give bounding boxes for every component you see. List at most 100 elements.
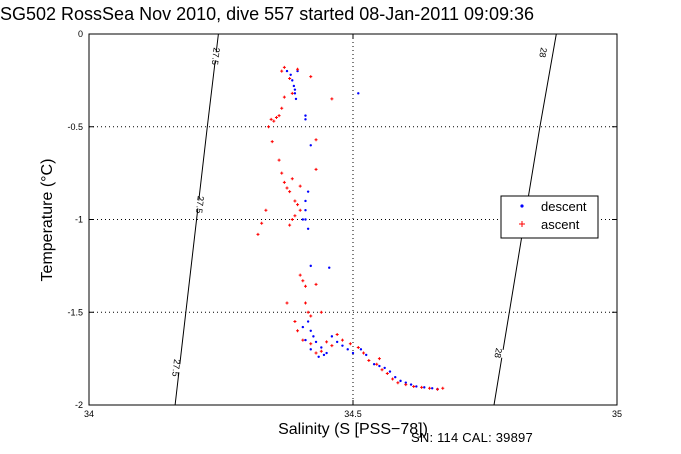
descent-point (304, 338, 307, 342)
ascent-point (441, 386, 445, 390)
ascent-point (277, 114, 281, 118)
descent-point (335, 340, 339, 344)
descent-point (325, 351, 328, 355)
isopycnal-label: 27.5 (170, 359, 182, 378)
descent-point (399, 379, 402, 383)
ascent-point (285, 301, 289, 305)
ascent-point (270, 140, 274, 144)
isopycnal-lines: 27.5 27.5 27.5 28 28 (166, 33, 557, 406)
descent-point (294, 97, 298, 101)
ascent-point (404, 383, 408, 387)
ascent-point (298, 184, 302, 188)
ascent-point (325, 340, 329, 344)
isopycnal-label: 28 (492, 347, 504, 359)
ascent-point (362, 351, 366, 355)
isopycnal-label-bg (166, 362, 186, 373)
ascent-point (303, 284, 307, 288)
legend-marker-descent (520, 204, 524, 208)
ascent-point (264, 208, 268, 212)
ascent-point (293, 214, 297, 218)
y-tick-label: -1.5 (67, 307, 83, 317)
ascent-point (348, 342, 352, 346)
ascent-point (288, 77, 292, 81)
chart-title: SG502 RossSea Nov 2010, dive 557 started… (0, 4, 535, 24)
descent-point (359, 348, 363, 351)
descent-point (314, 340, 318, 344)
legend-box (500, 195, 599, 239)
descent-point (372, 362, 376, 366)
descent-point (431, 387, 434, 390)
isopycnal-line (493, 33, 557, 406)
ascent-point (301, 338, 305, 342)
descent-point (409, 383, 413, 386)
ascent-point (420, 385, 424, 389)
descent-point (378, 364, 381, 368)
ascent-point (391, 377, 395, 381)
ascent-point (380, 368, 384, 372)
ascent-point (314, 138, 318, 142)
data-marks (256, 65, 445, 391)
ascent-point (435, 387, 439, 391)
descent-point (415, 385, 418, 388)
descent-point (301, 218, 305, 221)
isopycnal-label: 27.5 (194, 195, 206, 214)
descent-point (306, 190, 310, 193)
descent-point (306, 227, 310, 230)
descent-point (383, 366, 386, 370)
isopycnal-label-bg (206, 51, 226, 62)
ascent-point (282, 180, 286, 184)
y-axis-label: Temperature (°C) (39, 159, 56, 282)
descent-point (304, 118, 307, 121)
ascent-point (272, 119, 276, 123)
descent-point (423, 386, 426, 389)
ascent-point (314, 282, 318, 286)
y-tick-label: -1 (75, 215, 83, 225)
descent-point (309, 348, 312, 351)
ascent-point (280, 106, 284, 110)
ascent-point (298, 273, 302, 277)
ascent-point (293, 199, 297, 203)
descent-point (293, 88, 297, 91)
ascent-point (306, 310, 310, 314)
ascent-point (396, 381, 400, 385)
descent-point (346, 348, 349, 351)
ascent-point (260, 221, 264, 225)
ascent-point (356, 345, 360, 349)
legend-marker-ascent (519, 221, 525, 227)
isopycnal-label-bg (488, 347, 508, 359)
ascent-point (377, 357, 381, 361)
ascent-point (375, 362, 379, 366)
legend-label-ascent: ascent (541, 217, 580, 232)
ascent-point (428, 386, 432, 390)
descent-point (309, 144, 312, 147)
x-tick-label: 34.5 (344, 409, 362, 419)
serial-calibration-note: SN: 114 CAL: 39897 (411, 430, 533, 445)
ascent-point (256, 232, 260, 236)
ascent-point (280, 69, 284, 73)
isopycnal-label-bg (533, 47, 553, 58)
ascent-point (309, 75, 313, 79)
axis-ticks: 34 34.5 35 0 -0.5 -1 -1.5 -2 (67, 29, 622, 419)
descent-point (292, 84, 296, 88)
descent-point (285, 69, 289, 73)
ascent-point (303, 301, 307, 305)
descent-point (341, 344, 344, 347)
ascent-point (290, 91, 294, 95)
descent-point (309, 264, 312, 268)
y-tick-label: 0 (78, 29, 83, 39)
descent-point (404, 381, 407, 384)
ascent-point (296, 329, 300, 333)
descent-point (289, 73, 292, 77)
descent-point (304, 218, 307, 221)
ascent-point (290, 218, 294, 221)
ascent-point (277, 158, 281, 162)
ascent-point (296, 203, 300, 207)
descent-point (304, 114, 307, 117)
descent-point (394, 375, 397, 379)
ascent-point (335, 333, 339, 337)
descent-point (304, 199, 307, 203)
legend: descent ascent (500, 195, 599, 239)
ascent-point (330, 344, 334, 348)
ascent-point (288, 223, 292, 227)
